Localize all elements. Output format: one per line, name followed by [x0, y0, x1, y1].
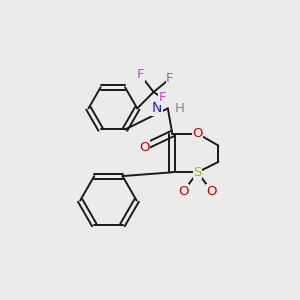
Text: F: F [166, 72, 174, 85]
Text: O: O [207, 185, 217, 198]
Text: F: F [136, 68, 144, 81]
Text: F: F [159, 92, 166, 104]
Text: O: O [139, 140, 149, 154]
Text: N: N [152, 101, 163, 116]
Text: O: O [192, 127, 203, 140]
Text: H: H [174, 102, 184, 115]
Text: O: O [178, 185, 188, 198]
Text: S: S [194, 166, 202, 179]
